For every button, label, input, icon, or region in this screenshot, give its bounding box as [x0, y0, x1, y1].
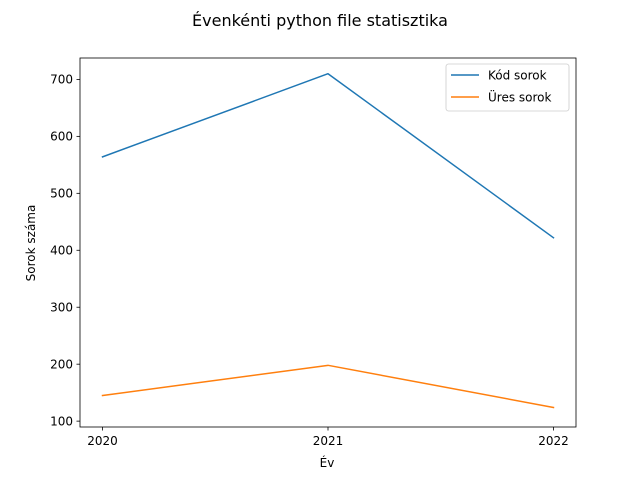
chart-title: Évenkénti python file statisztika — [192, 11, 448, 30]
legend: Kód sorok Üres sorok — [445, 63, 570, 112]
x-tick-label: 2022 — [538, 434, 569, 448]
y-tick-label: 700 — [50, 73, 73, 87]
y-axis-label: Sorok száma — [24, 205, 38, 282]
legend-label-2: Üres sorok — [488, 88, 552, 104]
plot-area: 2020 2021 2022 100 200 300 400 500 600 700 Kód sor… — [50, 57, 577, 448]
y-tick-label: 500 — [50, 187, 73, 201]
x-tick-label: 2021 — [313, 434, 344, 448]
y-tick-label: 600 — [50, 130, 73, 144]
series-line-1 — [101, 72, 555, 239]
y-tick-label: 400 — [50, 244, 73, 258]
y-tick-label: 200 — [50, 357, 73, 371]
y-tick-label: 100 — [50, 414, 73, 428]
series-line-2 — [101, 364, 555, 409]
x-tick-label: 2020 — [87, 434, 118, 448]
x-axis-label: Év — [320, 455, 335, 470]
legend-label-1: Kód sorok — [488, 68, 547, 82]
y-tick-label: 300 — [50, 301, 73, 315]
